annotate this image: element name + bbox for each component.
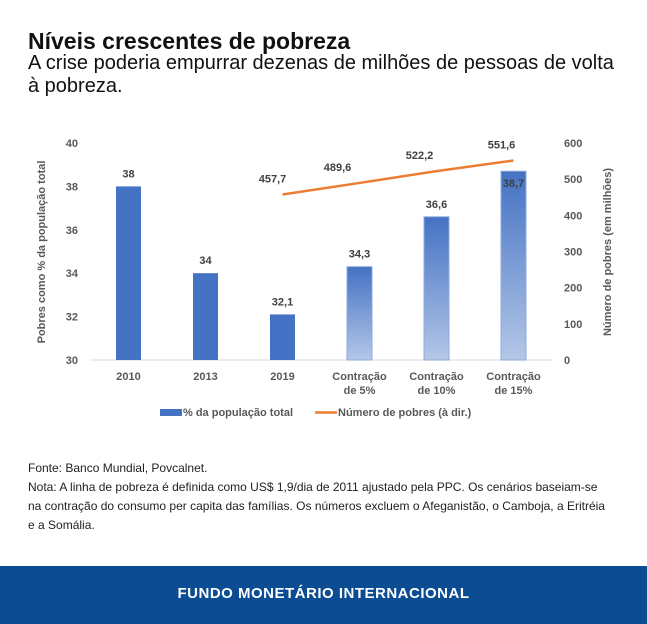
bar bbox=[116, 186, 141, 360]
y2-tick-label: 600 bbox=[564, 138, 582, 150]
bar bbox=[346, 266, 373, 361]
bar-data-label: 32,1 bbox=[272, 296, 293, 308]
x-tick-label: 2019 bbox=[270, 371, 294, 383]
y2-tick-label: 100 bbox=[564, 319, 582, 331]
line-data-label: 551,6 bbox=[488, 140, 516, 152]
x-tick-label: de 10% bbox=[418, 385, 456, 397]
y-axis-title: Pobres como % da população total bbox=[36, 161, 48, 344]
x-tick-label: 2013 bbox=[193, 371, 217, 383]
legend-bar-swatch bbox=[160, 409, 182, 416]
y2-tick-label: 0 bbox=[564, 355, 570, 367]
y-tick-label: 40 bbox=[66, 138, 78, 150]
notes: Fonte: Banco Mundial, Povcalnet. Nota: A… bbox=[28, 459, 608, 535]
line-series bbox=[282, 159, 514, 196]
source-text: Fonte: Banco Mundial, Povcalnet. bbox=[28, 461, 208, 475]
y-tick-label: 38 bbox=[66, 181, 78, 193]
y-tick-label: 36 bbox=[66, 225, 78, 237]
x-tick-label: de 15% bbox=[495, 385, 533, 397]
bar-data-label: 38 bbox=[122, 168, 134, 180]
note-text: Nota: A linha de pobreza é definida como… bbox=[28, 480, 605, 532]
footer-label: FUNDO MONETÁRIO INTERNACIONAL bbox=[177, 585, 470, 602]
x-tick-label: 2010 bbox=[116, 371, 140, 383]
legend-line-label: Número de pobres (à dir.) bbox=[338, 407, 472, 419]
bar bbox=[500, 170, 527, 361]
line-data-label: 522,2 bbox=[406, 150, 434, 162]
footer-banner: FUNDO MONETÁRIO INTERNACIONAL bbox=[0, 566, 647, 624]
chart-subtitle: A crise poderia empurrar dezenas de milh… bbox=[28, 52, 614, 97]
x-tick-label: Contração bbox=[409, 371, 464, 383]
bar bbox=[193, 273, 218, 360]
bar-data-label: 34 bbox=[199, 255, 212, 267]
x-tick-label: Contração bbox=[486, 371, 541, 383]
chart-title: Níveis crescentes de pobreza bbox=[28, 28, 351, 54]
y2-axis-title: Número de pobres (em milhões) bbox=[602, 168, 614, 336]
y2-tick-label: 500 bbox=[564, 174, 582, 186]
bar-data-label: 34,3 bbox=[349, 249, 370, 261]
y-tick-label: 34 bbox=[66, 268, 79, 280]
bar bbox=[270, 314, 295, 360]
bar bbox=[423, 216, 450, 361]
x-tick-label: de 5% bbox=[344, 385, 376, 397]
y2-tick-label: 300 bbox=[564, 247, 582, 259]
x-tick-label: Contração bbox=[332, 371, 387, 383]
y-tick-label: 30 bbox=[66, 355, 78, 367]
y2-tick-label: 400 bbox=[564, 210, 582, 222]
y2-tick-label: 200 bbox=[564, 283, 582, 295]
line-data-label: 457,7 bbox=[259, 173, 287, 185]
legend-bar-label: % da população total bbox=[183, 407, 293, 419]
y-tick-label: 32 bbox=[66, 312, 78, 324]
line-data-label: 489,6 bbox=[324, 162, 352, 174]
bar-data-label: 36,6 bbox=[426, 199, 447, 211]
bar-data-label: 38,7 bbox=[503, 178, 524, 190]
